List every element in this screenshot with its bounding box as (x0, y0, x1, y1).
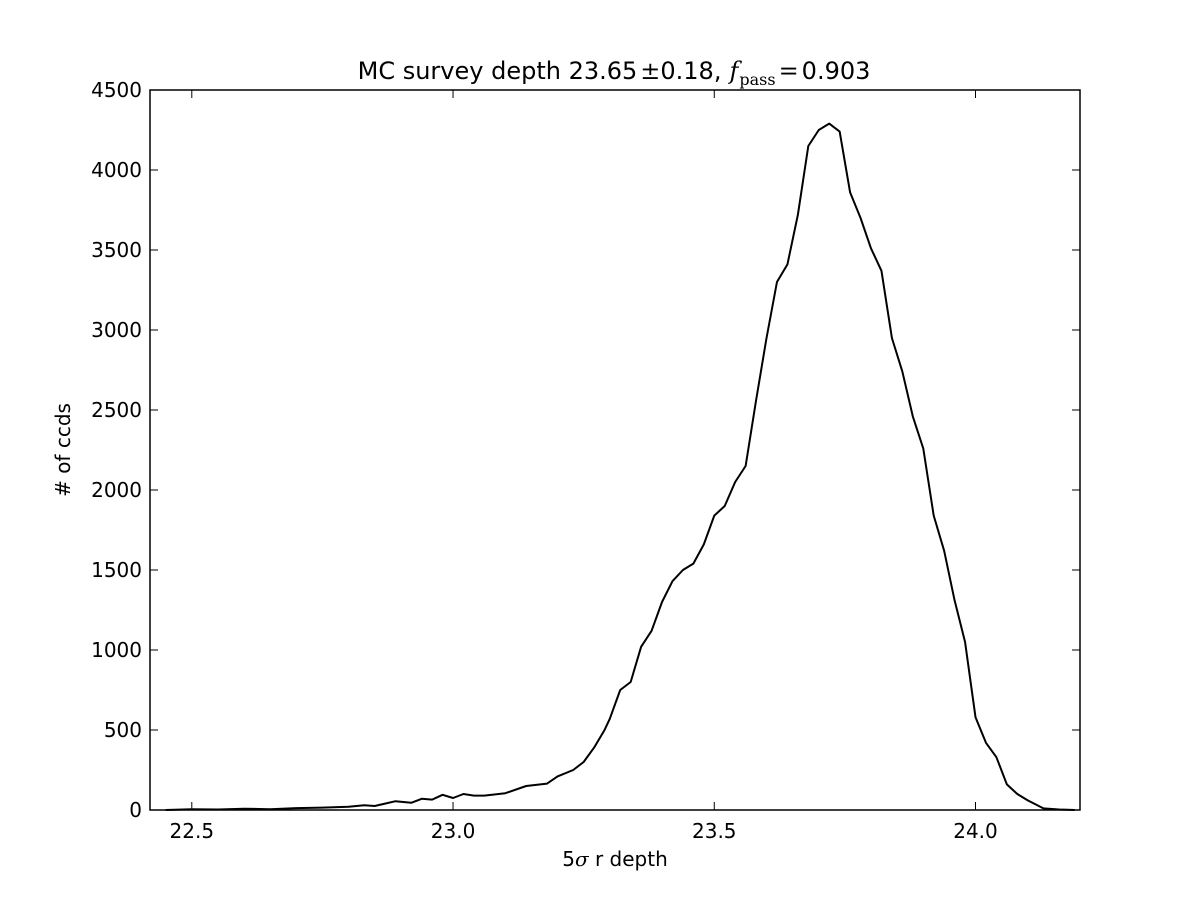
x-tick-label: 24.0 (953, 819, 998, 843)
y-tick-label: 500 (104, 718, 142, 742)
y-tick-label: 2000 (91, 478, 142, 502)
title-f-subscript: pass (739, 70, 775, 89)
y-tick-label: 2500 (91, 398, 142, 422)
x-tick-label: 23.0 (431, 819, 476, 843)
y-tick-label: 3000 (91, 318, 142, 342)
title-f-value: 0.903 (802, 57, 871, 85)
y-tick-label: 4000 (91, 158, 142, 182)
title-prefix: MC survey depth 23.65 (358, 57, 638, 85)
plot-frame (149, 89, 1081, 811)
xlabel-prefix: 5 (562, 847, 575, 871)
chart-title: MC survey depth 23.65 ±0.18, fpass = 0.903 (358, 57, 871, 89)
y-tick-label: 4500 (91, 78, 142, 102)
title-spread: 0.18, (660, 57, 721, 85)
x-axis-label: 5σ r depth (562, 847, 668, 871)
xlabel-sigma: σ (575, 847, 590, 871)
y-tick-label: 1500 (91, 558, 142, 582)
y-axis-ticks: 0 500 1000 1500 2000 2500 3000 3500 4000 4500 (91, 78, 1080, 822)
x-tick-label: 22.5 (170, 819, 215, 843)
y-tick-label: 1000 (91, 638, 142, 662)
x-tick-label: 23.5 (692, 819, 737, 843)
x-axis-ticks: 22.5 23.0 23.5 24.0 (170, 90, 998, 843)
series-line (165, 122, 1075, 811)
title-plus-minus: ± (640, 57, 660, 85)
y-tick-label: 3500 (91, 238, 142, 262)
xlabel-suffix: r depth (589, 847, 668, 871)
title-equals: = (779, 57, 799, 85)
y-tick-label: 0 (129, 798, 142, 822)
y-axis-label: # of ccds (51, 403, 75, 497)
